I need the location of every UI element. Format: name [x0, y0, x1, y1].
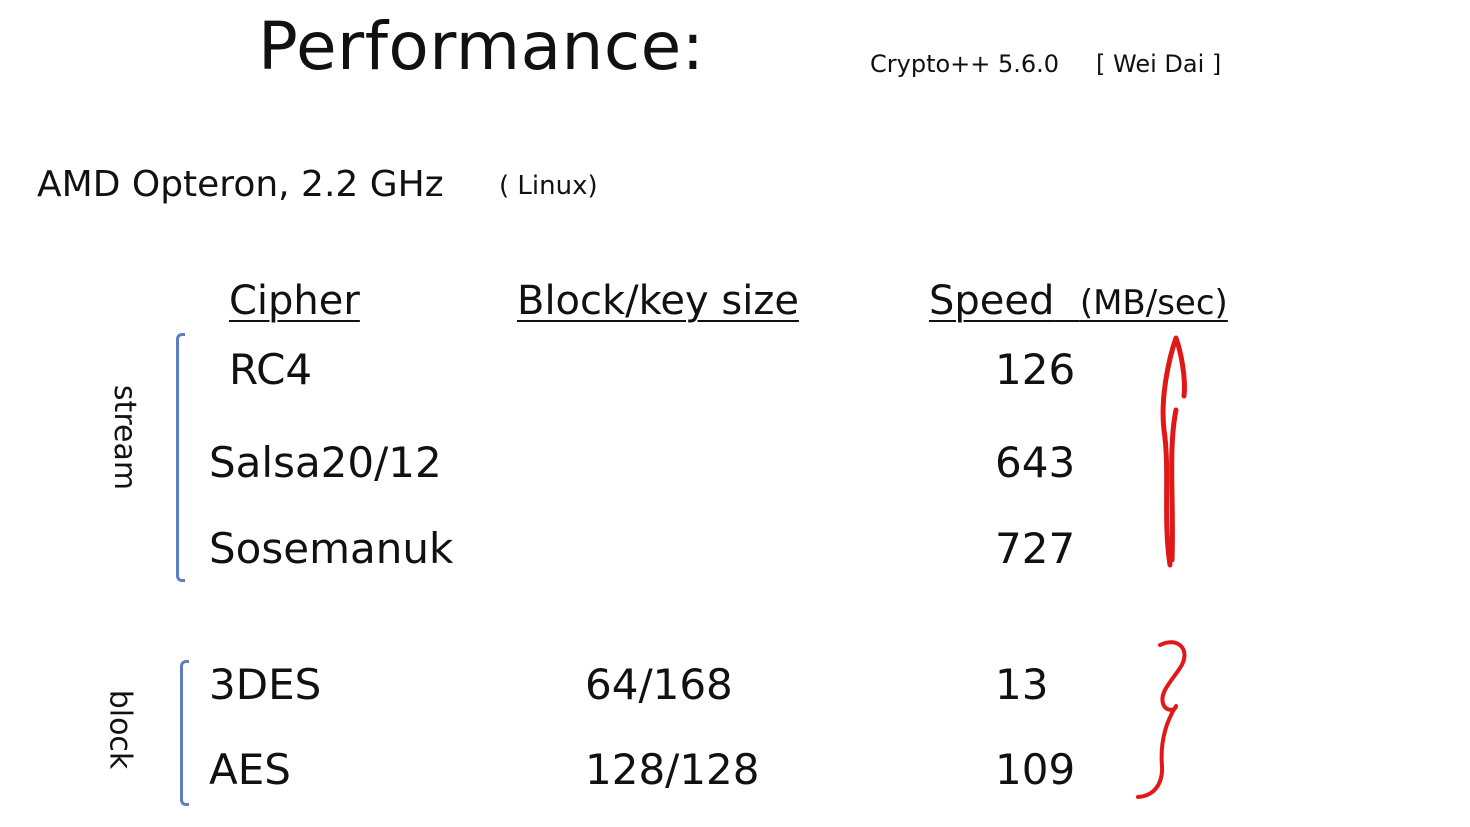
cipher-name: AES	[209, 745, 291, 794]
cipher-block-key-size: 64/168	[585, 660, 733, 709]
library-version: Crypto++ 5.6.0	[870, 50, 1060, 78]
author-credit: [ Wei Dai ]	[1096, 50, 1222, 78]
cipher-name: 3DES	[209, 660, 322, 709]
cipher-speed: 126	[995, 345, 1076, 394]
platform-cpu: AMD Opteron, 2.2 GHz	[37, 164, 444, 205]
header-speed-label: Speed	[929, 278, 1055, 324]
block-group-brace-annotation	[1136, 640, 1187, 799]
header-speed: Speed (MB/sec)	[929, 278, 1228, 324]
cipher-name: Salsa20/12	[209, 438, 442, 487]
cipher-block-key-size: 128/128	[585, 745, 760, 794]
cipher-name: Sosemanuk	[209, 524, 454, 573]
cipher-speed: 13	[995, 660, 1049, 709]
cipher-speed: 109	[995, 745, 1076, 794]
slide-title: Performance:	[258, 8, 705, 85]
header-block-key-size: Block/key size	[517, 278, 799, 324]
header-cipher: Cipher	[229, 278, 360, 324]
cipher-speed: 643	[995, 438, 1076, 487]
header-speed-unit: (MB/sec)	[1079, 283, 1228, 323]
cipher-speed: 727	[995, 524, 1076, 573]
block-group-bracket	[180, 660, 189, 806]
stream-speed-up-arrow-annotation	[1160, 335, 1187, 568]
platform-os: ( Linux)	[499, 171, 598, 201]
stream-group-bracket	[176, 333, 185, 582]
cipher-name: RC4	[229, 345, 313, 394]
